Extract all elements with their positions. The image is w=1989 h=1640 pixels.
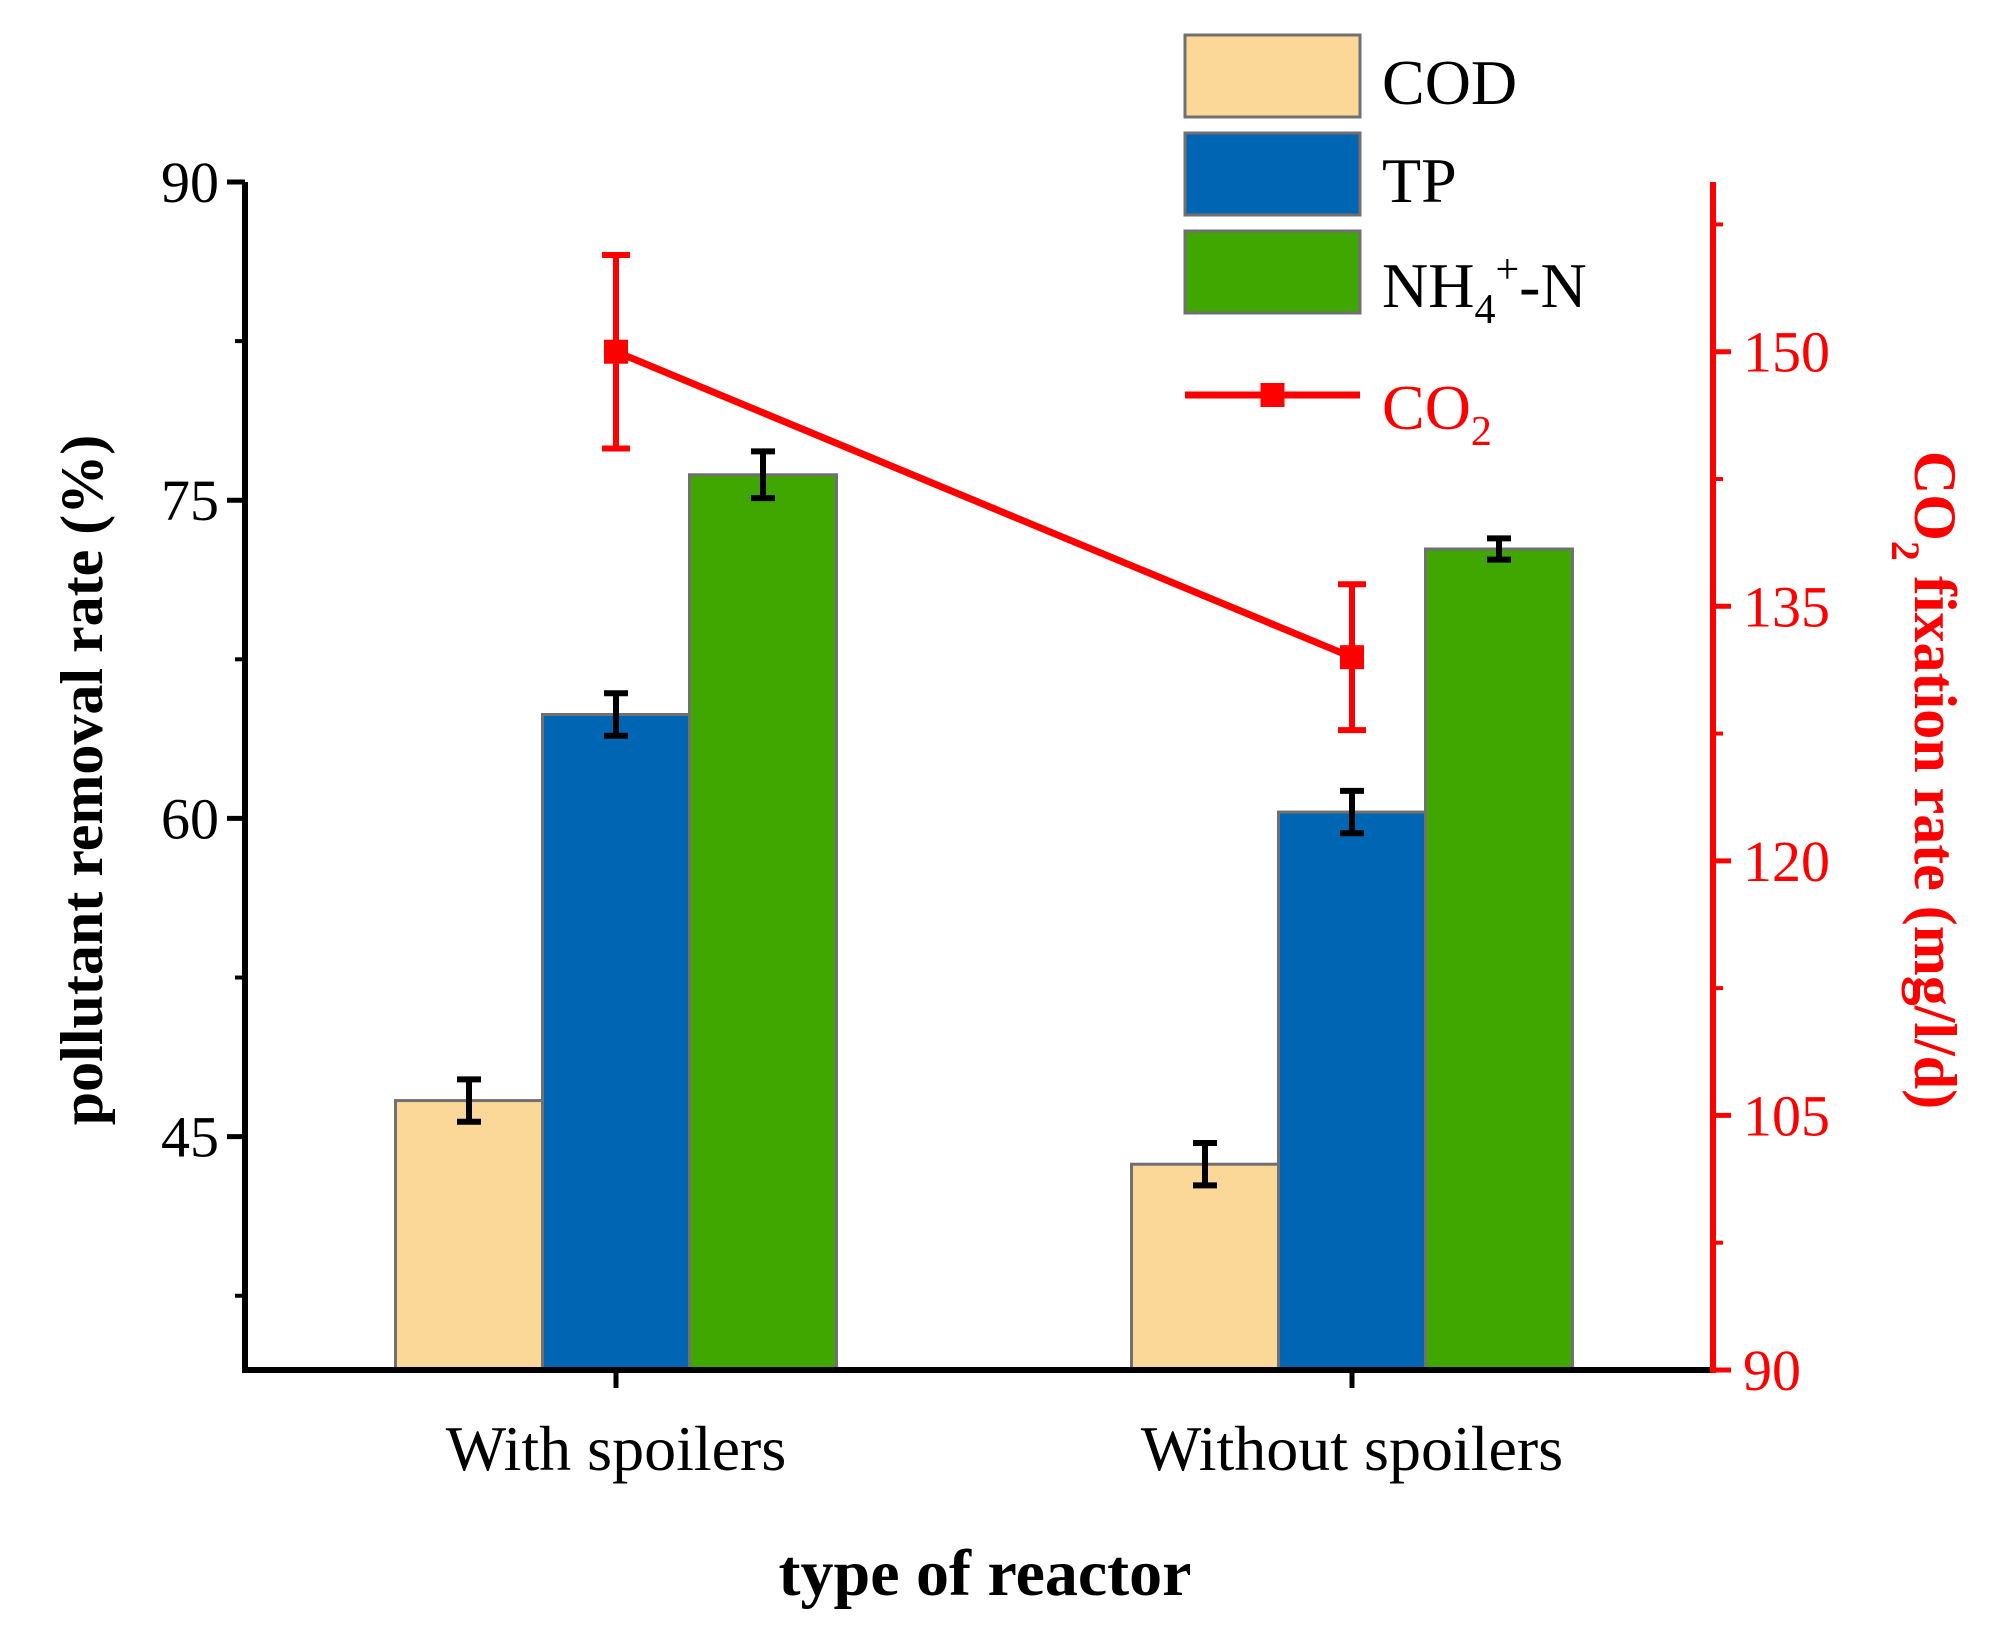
bar-nh4n-1	[1424, 547, 1574, 1372]
y2-tick-label: 90	[1743, 1338, 1801, 1403]
y-tick-label: 75	[161, 468, 219, 533]
legend-label-2: NH4+-N	[1382, 247, 1587, 333]
legend-swatch-1	[1183, 131, 1362, 217]
legend-swatch-2	[1183, 229, 1362, 315]
bar-cod-1	[1130, 1162, 1280, 1372]
bars	[394, 448, 1574, 1372]
error-bar	[1487, 535, 1511, 563]
error-bar	[604, 690, 628, 739]
y-tick-label: 45	[161, 1105, 219, 1170]
co2-line-path	[614, 348, 1354, 661]
y2-tick-label: 150	[1743, 320, 1830, 385]
y-tick-label: 60	[161, 786, 219, 851]
co2-line	[602, 251, 1366, 734]
legend: COD TP NH4+-N CO2	[1183, 33, 1587, 455]
x-tick-label: With spoilers	[446, 1413, 787, 1484]
x-axis-label: type of reactor	[779, 1537, 1192, 1610]
legend-label-0: COD	[1382, 47, 1517, 118]
y2-tick-label: 135	[1743, 574, 1830, 639]
co2-point	[604, 339, 628, 364]
y-tick-label: 90	[161, 150, 219, 215]
co2-point	[1340, 645, 1364, 670]
error-bar	[751, 448, 775, 502]
legend-label-1: TP	[1382, 145, 1457, 216]
axes: 45 60 75 90 With spoilers Without spoilers 90 1…	[161, 150, 1830, 1484]
error-bar	[1193, 1140, 1217, 1189]
bar-nh4n-0	[688, 473, 838, 1372]
y-axis-label: pollutant removal rate (%)	[49, 435, 115, 1125]
bar-tp-0	[541, 712, 691, 1372]
y2-tick-label: 105	[1743, 1083, 1830, 1148]
error-bar	[1340, 787, 1364, 837]
legend-label-3: CO2	[1382, 372, 1492, 455]
y2-axis-label: CO2 fixation rate (mg/l/d)	[1884, 451, 1969, 1109]
y2-tick-label: 120	[1743, 829, 1830, 894]
bar-cod-0	[394, 1099, 544, 1372]
legend-co2-marker	[1260, 383, 1285, 407]
legend-swatch-0	[1183, 33, 1362, 119]
x-tick-label: Without spoilers	[1141, 1413, 1563, 1484]
bar-tp-1	[1277, 810, 1427, 1372]
error-bar	[457, 1076, 481, 1125]
